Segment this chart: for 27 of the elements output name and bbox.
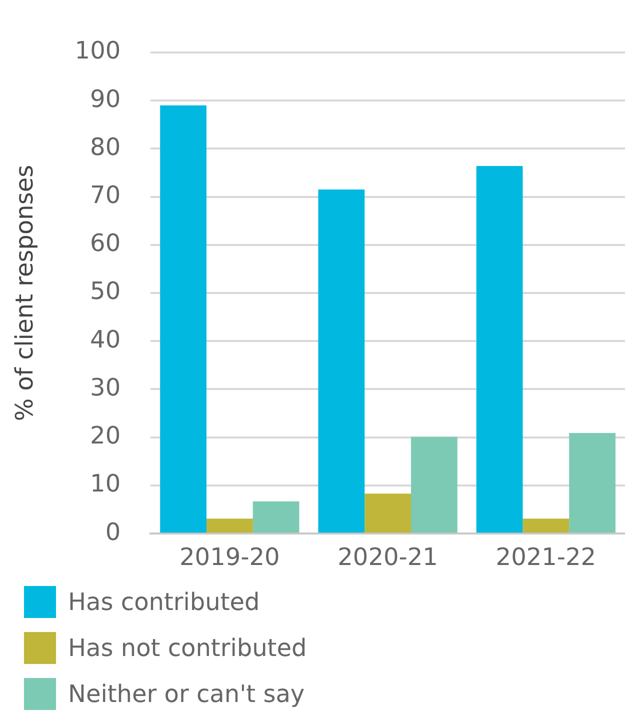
y-tick-label: 50 [90, 277, 121, 306]
legend-label: Neither or can't say [68, 680, 305, 708]
y-tick-label: 100 [74, 36, 121, 65]
bar [522, 518, 570, 533]
bar [318, 190, 365, 533]
x-tick-label: 2019-20 [180, 543, 280, 572]
bar [410, 436, 458, 533]
y-axis-title: % of client responses [10, 164, 39, 422]
bar [364, 494, 411, 533]
y-tick-label: 90 [90, 84, 121, 113]
y-tick-label: 30 [90, 373, 121, 402]
bar [206, 518, 253, 533]
y-tick-label: 0 [105, 518, 121, 546]
y-tick-label: 10 [90, 470, 121, 498]
y-tick-label: 80 [90, 132, 121, 161]
y-tick-label: 20 [90, 422, 121, 450]
bar [569, 433, 616, 533]
y-tick-label: 70 [90, 180, 121, 209]
x-tick-label: 2021-22 [496, 543, 596, 572]
y-tick-label: 40 [90, 325, 121, 354]
x-tick-label: 2020-21 [338, 543, 438, 572]
legend-label: Has not contributed [68, 634, 307, 662]
y-tick-label: 60 [90, 229, 121, 258]
bar [252, 501, 300, 533]
legend-label: Has contributed [68, 588, 260, 616]
bar [476, 166, 523, 533]
bar [160, 105, 206, 533]
